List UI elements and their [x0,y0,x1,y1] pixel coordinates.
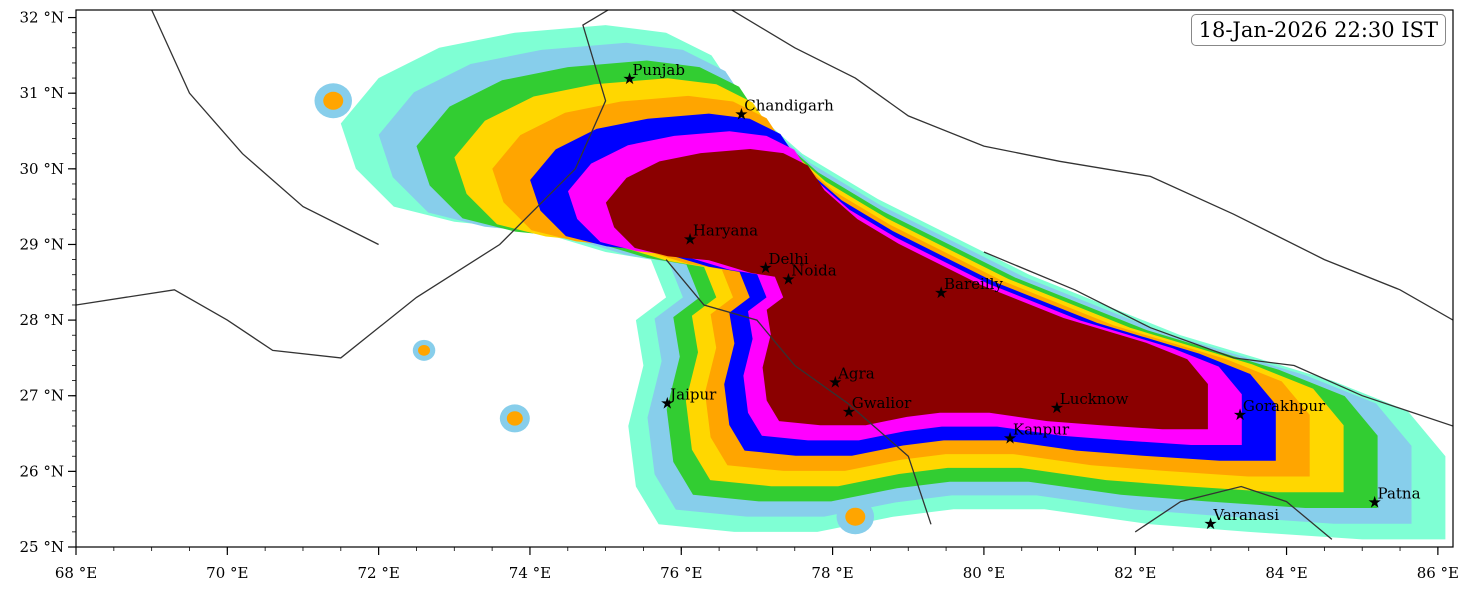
city-marker-star: ★ [1003,428,1017,447]
city-marker-star: ★ [781,270,795,289]
rain-cell-core-3 [418,344,431,356]
rain-cell-core-1 [323,91,344,110]
y-tick-label: 26 °N [20,462,64,480]
city-marker-star: ★ [842,402,856,421]
x-tick-label: 80 °E [963,564,1005,582]
x-tick-label: 70 °E [206,564,248,582]
rain-cell-core-4 [845,507,866,526]
x-tick-label: 76 °E [660,564,702,582]
city-label-jaipur: Jaipur [668,386,717,404]
rain-band-8 [605,149,1208,430]
city-label-patna: Patna [1378,485,1421,503]
y-tick-label: 31 °N [20,84,64,102]
city-label-lucknow: Lucknow [1060,390,1129,408]
boundary-line-3 [983,251,1453,427]
city-marker-star: ★ [828,372,842,391]
boundary-line-5 [665,259,932,525]
x-tick-label: 68 °E [55,564,97,582]
timestamp-label: 18-Jan-2026 22:30 IST [1190,14,1446,46]
x-tick-label: 74 °E [509,564,551,582]
y-tick-label: 32 °N [20,9,64,27]
city-label-gwalior: Gwalior [852,394,912,412]
city-label-gorakhpur: Gorakhpur [1243,397,1326,415]
city-label-kanpur: Kanpur [1013,420,1070,438]
x-tick-label: 86 °E [1417,564,1459,582]
city-markers: ★Punjab★Chandigarh★Haryana★Delhi★Noida★B… [622,61,1420,533]
city-marker-star: ★ [1203,514,1217,533]
city-label-punjab: Punjab [632,61,685,79]
city-marker-star: ★ [683,229,697,248]
city-label-bareilly: Bareilly [944,275,1003,293]
x-tick-label: 78 °E [811,564,853,582]
y-tick-label: 28 °N [20,311,64,329]
city-marker-star: ★ [934,283,948,302]
city-label-chandigarh: Chandigarh [744,97,834,115]
rain-cell-core-2 [506,411,523,426]
city-marker-star: ★ [1050,398,1064,417]
boundary-line-2 [730,10,1453,321]
y-tick-label: 27 °N [20,387,64,405]
x-tick-label: 84 °E [1265,564,1307,582]
city-label-noida: Noida [791,262,837,280]
city-marker-star: ★ [734,105,748,124]
boundary-line-4 [151,10,379,246]
city-marker-star: ★ [759,258,773,277]
city-marker-star: ★ [1233,405,1247,424]
precipitation-field [314,25,1446,540]
map-frame [75,9,1454,548]
city-label-delhi: Delhi [769,250,809,268]
boundary-lines [76,10,1453,540]
y-tick-label: 29 °N [20,235,64,253]
boundary-line-6 [1134,485,1333,540]
y-tick-label: 30 °N [20,160,64,178]
y-tick-label: 25 °N [20,538,64,556]
x-tick-label: 72 °E [357,564,399,582]
city-marker-star: ★ [1368,493,1382,512]
boundary-line-1 [76,10,610,359]
city-label-haryana: Haryana [693,221,758,239]
city-label-varanasi: Varanasi [1212,506,1279,524]
city-marker-star: ★ [660,394,674,413]
city-label-agra: Agra [837,364,875,382]
x-tick-label: 82 °E [1114,564,1156,582]
axis-ticks: 68 °E 70 °E 72 °E 74 °E 76 °E 78 °E 80 °E 82 °E… [20,9,1460,582]
city-marker-star: ★ [622,69,636,88]
